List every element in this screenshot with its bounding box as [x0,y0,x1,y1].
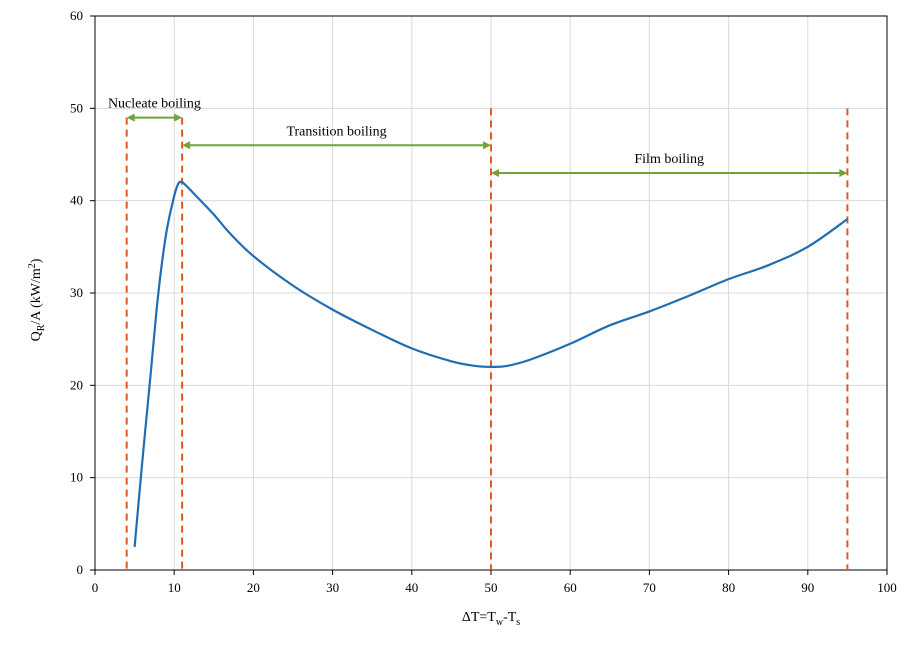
regime-arrow-head-left [491,168,499,177]
x-tick-label: 60 [564,580,577,595]
regime-label: Transition boiling [286,124,386,139]
x-tick-labels: 0 10 20 30 40 50 60 70 80 90 100 [92,570,897,595]
regime-arrow-head-right [174,113,183,122]
regime-arrow-head-right [483,141,491,150]
y-tick-label: 30 [70,285,83,300]
regime-label: Nucleate boiling [108,97,201,112]
x-tick-label: 40 [405,580,418,595]
y-axis-label: QR/A (kW/m2) [27,258,47,341]
x-axis-label: ΔT=Tw-Ts [462,610,520,628]
y-tick-labels: 0 10 20 30 40 50 60 [70,8,95,577]
regime-boundary-lines [125,108,849,570]
y-tick-label: 10 [70,470,83,485]
x-tick-label: 50 [485,580,498,595]
regime-arrow-head-right [839,168,848,177]
y-tick-label: 50 [70,100,83,115]
x-tick-label: 30 [326,580,339,595]
y-tick-label: 60 [70,8,83,23]
regime-labels: Nucleate boiling Transition boiling Film b… [108,97,704,167]
regime-label: Film boiling [634,152,704,167]
regime-arrows [126,113,848,177]
series-line [133,180,849,548]
x-tick-label: 10 [168,580,181,595]
x-tick-label: 20 [247,580,260,595]
x-tick-label: 0 [92,580,99,595]
x-tick-label: 90 [801,580,814,595]
y-tick-label: 20 [70,377,83,392]
y-tick-label: 0 [77,562,84,577]
regime-arrow-head-left [126,113,135,122]
series-group [133,180,849,548]
x-tick-label: 100 [877,580,897,595]
x-tick-label: 70 [643,580,656,595]
x-tick-label: 80 [722,580,735,595]
y-tick-label: 40 [70,193,83,208]
regime-arrow-head-left [182,141,191,150]
